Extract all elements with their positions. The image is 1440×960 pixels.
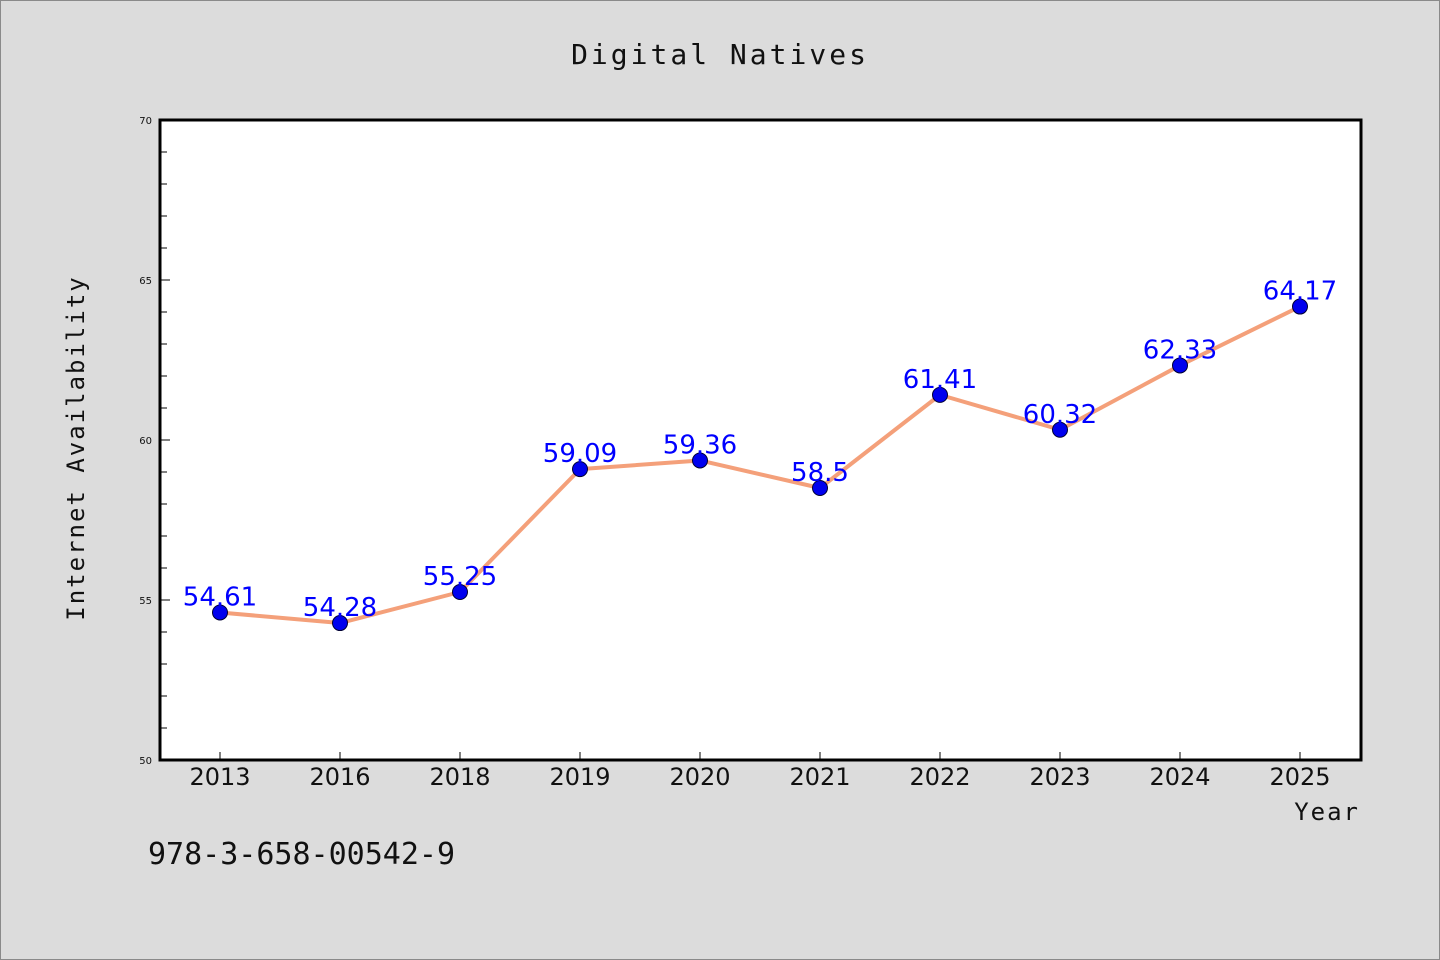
x-tick-label: 2023: [1029, 763, 1090, 791]
data-point: [692, 452, 708, 469]
x-axis: 2013 2016 2018 2019 2020 2021 2022 2023 2024 2025: [189, 752, 1331, 791]
y-tick-label: 65: [139, 276, 152, 287]
data-label: 54.61: [183, 582, 257, 612]
data-label: 59.09: [543, 439, 617, 469]
series-layer: [212, 298, 1308, 632]
data-point: [332, 615, 348, 632]
x-tick-label: 2022: [909, 763, 970, 791]
y-tick-label: 55: [139, 596, 152, 607]
plot-area: [158, 118, 1363, 762]
data-label: 60.32: [1023, 400, 1097, 430]
data-label: 59.36: [663, 430, 737, 460]
data-point: [812, 480, 828, 496]
data-point: [572, 461, 588, 478]
data-point: [212, 604, 228, 621]
x-axis-label: Year: [1294, 798, 1360, 826]
data-label: 64.17: [1263, 277, 1337, 307]
y-tick-label: 60: [139, 436, 152, 447]
x-tick-label: 2021: [789, 763, 850, 791]
data-label: 61.41: [903, 365, 977, 395]
data-point: [1172, 357, 1188, 374]
chart-title: Digital Natives: [571, 38, 869, 71]
x-tick-label: 2025: [1269, 763, 1330, 791]
x-tick-label: 2016: [309, 763, 370, 791]
y-tick-label: 50: [139, 756, 152, 767]
y-axis-label: Internet Availability: [62, 275, 90, 620]
x-tick-label: 2019: [549, 763, 610, 791]
data-point: [1292, 298, 1308, 315]
x-tick-label: 2024: [1149, 763, 1210, 791]
data-point: [1052, 421, 1068, 438]
x-tick-label: 2018: [429, 763, 490, 791]
data-label-layer: 54.61 54.28 55.25 59.09 59.36 58.5 61.41 60.32 6…: [183, 277, 1337, 623]
y-tick-label: 70: [139, 116, 152, 127]
y-axis: 50 55 60 65 70: [139, 116, 170, 767]
data-label: 55.25: [423, 562, 497, 592]
data-point: [932, 386, 948, 403]
x-tick-label: 2013: [189, 763, 250, 791]
series-line: [219, 304, 1301, 626]
footer-identifier: 978-3-658-00542-9: [148, 837, 455, 872]
data-label: 54.28: [303, 593, 377, 623]
data-label: 58.5: [791, 458, 849, 488]
data-point: [452, 584, 468, 600]
x-tick-label: 2020: [669, 763, 730, 791]
data-label: 62.33: [1143, 335, 1217, 365]
